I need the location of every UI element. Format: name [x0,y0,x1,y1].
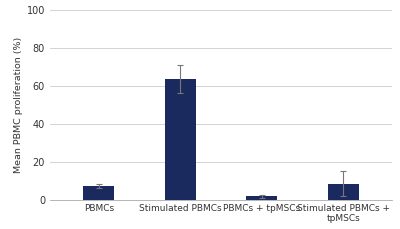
Bar [83,185,114,200]
Bar [246,196,277,200]
Bar [328,184,359,200]
Bar [165,79,196,200]
Y-axis label: Mean PBMC proliferation (%): Mean PBMC proliferation (%) [14,37,22,173]
